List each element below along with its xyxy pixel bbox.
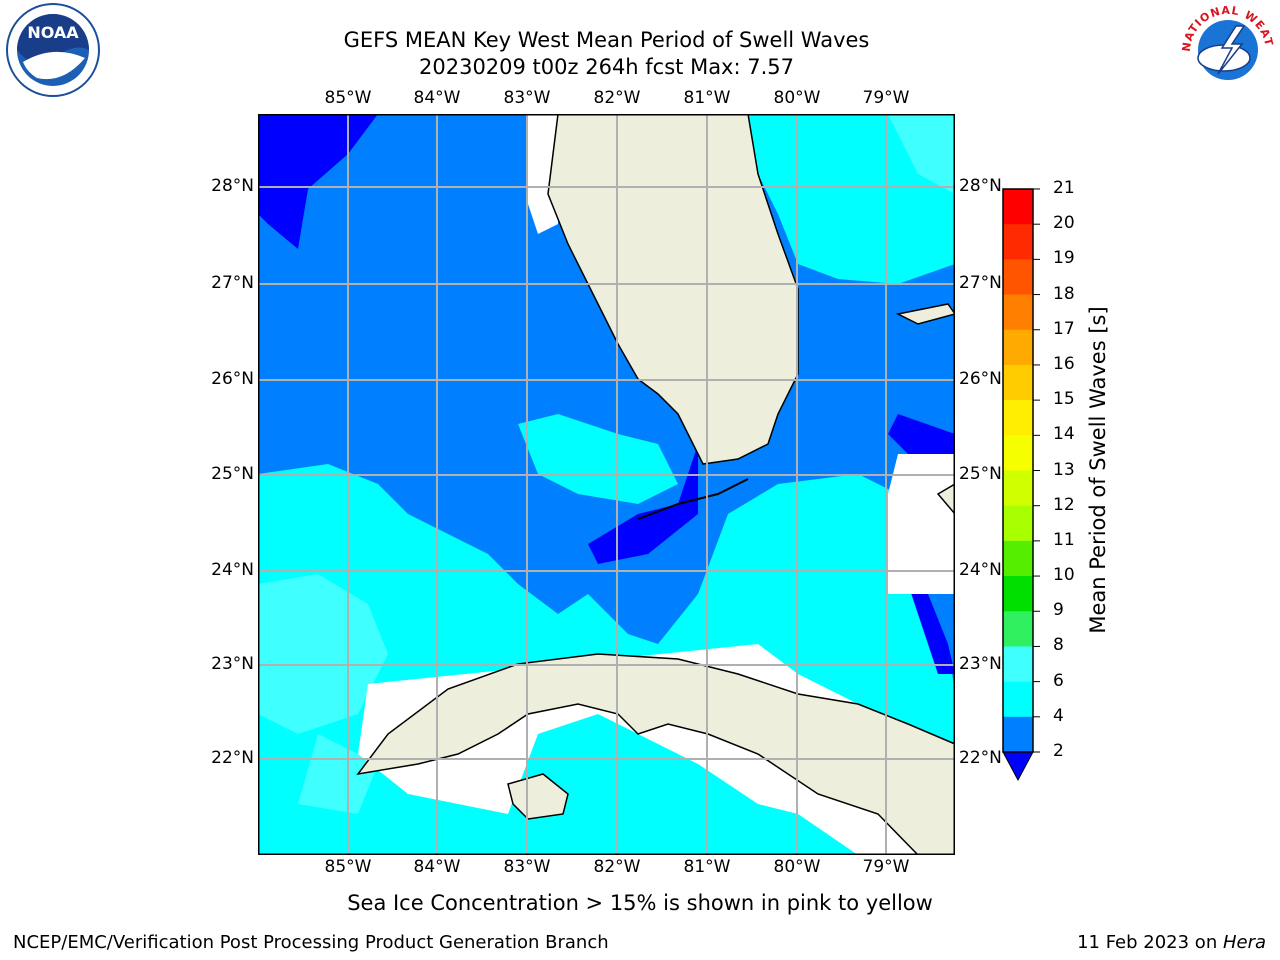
lon-label-top: 85°W	[324, 88, 372, 108]
colorbar-tick-label: 11	[1053, 529, 1075, 550]
sea-ice-note: Sea Ice Concentration > 15% is shown in …	[347, 891, 933, 915]
lat-label-right: 24°N	[959, 560, 1002, 580]
lon-label-top: 83°W	[503, 88, 551, 108]
colorbar-band	[1003, 435, 1033, 471]
lon-label-bottom: 81°W	[683, 857, 731, 877]
lat-label-left: 28°N	[211, 176, 254, 196]
map-frame	[258, 114, 955, 855]
lon-label-bottom: 85°W	[324, 857, 372, 877]
colorbar-tick-label: 17	[1053, 318, 1075, 339]
colorbar-tick-label: 18	[1053, 283, 1075, 304]
lon-label-bottom: 79°W	[862, 857, 910, 877]
colorbar-tick-label: 2	[1053, 741, 1064, 761]
lon-label-bottom: 84°W	[413, 857, 461, 877]
lon-label-bottom: 83°W	[503, 857, 551, 877]
colorbar-tick-label: 9	[1053, 600, 1064, 621]
colorbar-band	[1003, 364, 1033, 401]
lat-label-right: 25°N	[959, 464, 1002, 484]
colorbar-tick-label: 19	[1053, 248, 1075, 269]
colorbar	[1002, 188, 1040, 782]
colorbar-band	[1003, 224, 1033, 260]
lon-label-top: 82°W	[593, 88, 641, 108]
colorbar-tick-label: 8	[1053, 635, 1064, 656]
lat-label-left: 24°N	[211, 560, 254, 580]
lat-label-right: 22°N	[959, 748, 1002, 768]
chart-title: GEFS MEAN Key West Mean Period of Swell …	[343, 28, 870, 52]
lon-label-top: 79°W	[862, 88, 910, 108]
footer-host: Hera	[1222, 932, 1266, 953]
colorbar-tick-label: 21	[1053, 178, 1075, 198]
colorbar-band	[1003, 681, 1033, 718]
colorbar-band	[1003, 189, 1033, 225]
colorbar-band	[1003, 646, 1033, 683]
footer-credit: NCEP/EMC/Verification Post Processing Pr…	[13, 932, 609, 953]
lat-label-left: 22°N	[211, 748, 254, 768]
lat-label-left: 26°N	[211, 369, 254, 389]
swell-field-cyan	[748, 114, 955, 284]
footer-date-text: 11 Feb 2023 on	[1077, 932, 1223, 953]
colorbar-tick-label: 4	[1053, 705, 1064, 726]
colorbar-tick-label: 16	[1053, 353, 1075, 374]
lat-label-right: 27°N	[959, 273, 1002, 293]
colorbar-band	[1003, 505, 1033, 542]
noaa-logo-text: NOAA	[27, 23, 79, 42]
colorbar-tick-label: 10	[1053, 565, 1075, 586]
colorbar-tick-label: 12	[1053, 494, 1075, 515]
colorbar-band	[1003, 294, 1033, 331]
colorbar-band	[1003, 400, 1033, 436]
lat-label-left: 27°N	[211, 273, 254, 293]
colorbar-label: Mean Period of Swell Waves [s]	[1086, 306, 1110, 634]
colorbar-band	[1003, 540, 1033, 577]
lat-label-right: 23°N	[959, 654, 1002, 674]
colorbar-band	[1003, 611, 1033, 647]
colorbar-tick-label: 20	[1053, 213, 1075, 234]
chart-subtitle: 20230209 t00z 264h fcst Max: 7.57	[419, 55, 794, 79]
footer-date: 11 Feb 2023 on Hera	[1077, 932, 1266, 953]
colorbar-tick-label: 15	[1053, 389, 1075, 410]
map-area	[258, 114, 955, 855]
lon-label-top: 84°W	[413, 88, 461, 108]
cuba-land	[356, 653, 955, 855]
map-gridlines	[258, 114, 955, 855]
colorbar-tick-label: 13	[1053, 459, 1075, 480]
colorbar-tick-label: 6	[1053, 670, 1064, 691]
colorbar-tick-label: 14	[1053, 424, 1075, 445]
lon-label-bottom: 82°W	[593, 857, 641, 877]
lat-label-right: 26°N	[959, 369, 1002, 389]
nws-logo: NATIONAL WEATHER SERVICE	[1178, 2, 1275, 96]
colorbar-band	[1003, 716, 1033, 753]
colorbar-band	[1003, 576, 1033, 612]
lon-label-bottom: 80°W	[773, 857, 821, 877]
noaa-logo: NOAA	[6, 3, 100, 97]
colorbar-band	[1003, 259, 1033, 296]
lat-label-left: 23°N	[211, 654, 254, 674]
lon-label-top: 80°W	[773, 88, 821, 108]
colorbar-band	[1003, 470, 1033, 507]
lon-label-top: 81°W	[683, 88, 731, 108]
lat-label-right: 28°N	[959, 176, 1002, 196]
colorbar-band	[1003, 329, 1033, 366]
lat-label-left: 25°N	[211, 464, 254, 484]
